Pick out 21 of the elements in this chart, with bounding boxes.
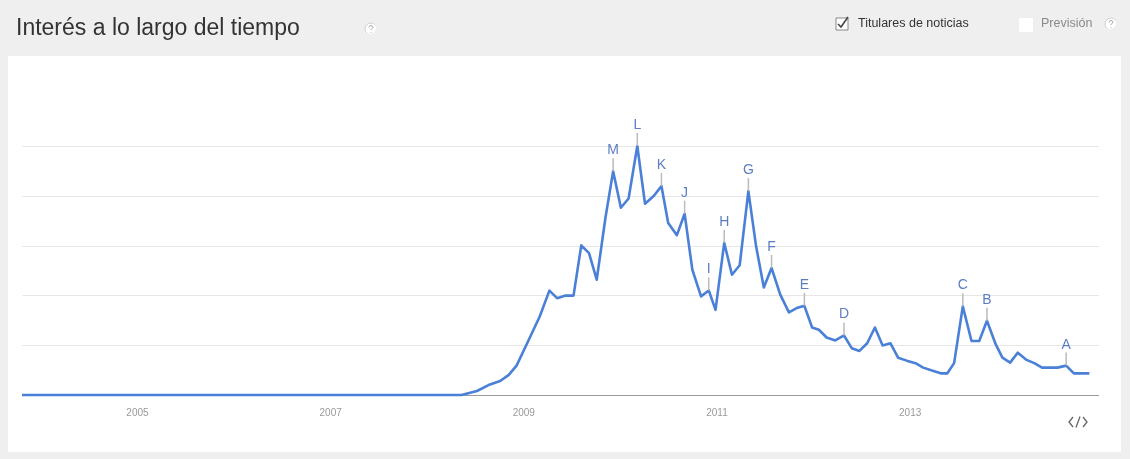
annotation: M <box>607 141 619 158</box>
annotation: B <box>982 290 992 307</box>
chart-title: Interés a lo largo del tiempo <box>16 14 300 41</box>
annotation: G <box>742 161 754 178</box>
text: Titulares de noticias <box>858 16 969 30</box>
annotation: I <box>706 260 711 277</box>
x-tick-label: 2011 <box>706 406 729 418</box>
annotation: F <box>767 238 776 255</box>
x-tick-label: 2009 <box>512 406 536 418</box>
annotation: H <box>719 212 730 229</box>
annotation: A <box>1061 335 1072 352</box>
annotation: K <box>656 156 667 173</box>
annotation: C <box>957 276 968 293</box>
x-tick-label: 2005 <box>126 406 149 418</box>
annotation: J <box>681 183 689 200</box>
annotation: D <box>838 305 850 322</box>
annotation: L <box>633 116 642 132</box>
text: Previsión <box>1041 16 1093 30</box>
annotation: E <box>799 275 810 292</box>
x-tick-label: 2013 <box>899 406 922 418</box>
x-tick-label: 2007 <box>319 406 343 418</box>
